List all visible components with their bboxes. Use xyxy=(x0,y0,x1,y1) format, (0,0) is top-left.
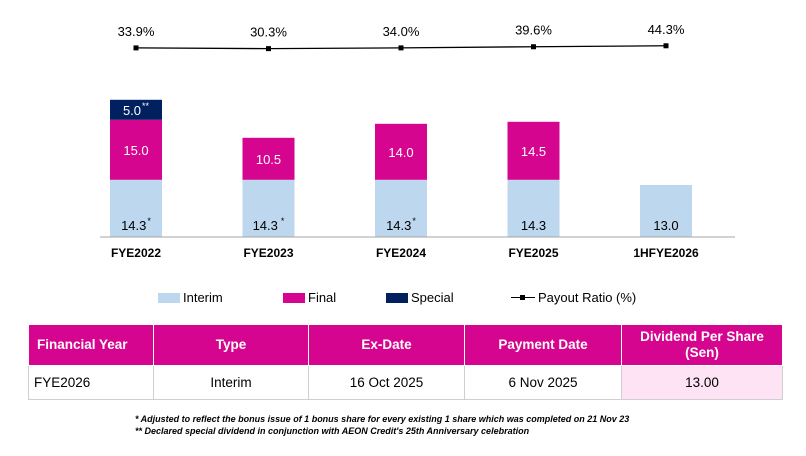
payout-ratio-label-fye2025: 39.6% xyxy=(515,23,552,38)
bar-label-group: 14.3* 15.0 5.0** 14.3 * 10.5 14.3* 14.0 14.3 14.5… xyxy=(121,101,679,233)
bar-interim-fye2023 xyxy=(242,179,295,237)
table-header-row: Financial Year Type Ex-Date Payment Date… xyxy=(28,324,783,366)
bar-interim-1hfye2026 xyxy=(640,185,692,237)
data-label-interim-fye2023: 14.3 * xyxy=(253,216,285,233)
dividend-table: Financial Year Type Ex-Date Payment Date… xyxy=(28,324,783,400)
footnote-bonus-issue: * Adjusted to reflect the bonus issue of… xyxy=(135,414,630,424)
x-tick-fye2023: FYE2023 xyxy=(243,246,293,260)
payout-ratio-label-1hfye2026: 44.3% xyxy=(648,22,685,37)
final-swatch-icon xyxy=(283,292,305,303)
bar-interim-fye2022 xyxy=(110,179,162,237)
bar-final-fye2024 xyxy=(375,123,427,180)
cell-dividend-per-share: 13.00 xyxy=(621,365,783,400)
bar-group xyxy=(110,99,692,237)
legend-label-final: Final xyxy=(308,290,337,305)
payout-ratio-marker-fye2023 xyxy=(266,46,271,52)
data-label-final-fye2023: 10.5 xyxy=(256,152,281,167)
interim-swatch-icon xyxy=(158,292,180,303)
data-label-interim-fye2025: 14.3 xyxy=(521,218,546,233)
payout-ratio-label-fye2023: 30.3% xyxy=(250,25,287,40)
legend-item-payout-ratio: Payout Ratio (%) xyxy=(511,290,636,305)
payout-ratio-line-group: 33.9% 30.3% 34.0% 39.6% 44.3% xyxy=(118,22,685,52)
data-label-interim-fye2024: 14.3* xyxy=(386,216,416,233)
legend-item-special: Special xyxy=(386,290,454,305)
legend: Interim Final Special Payout Ratio (%) xyxy=(0,290,806,308)
x-tick-fye2025: FYE2025 xyxy=(508,246,558,260)
header-financial-year: Financial Year xyxy=(28,324,154,366)
bar-special-fye2022 xyxy=(110,99,162,120)
header-type: Type xyxy=(153,324,309,366)
payout-ratio-marker-fye2022 xyxy=(133,45,139,51)
data-label-interim-1hfye2026: 13.0 xyxy=(653,218,678,233)
data-label-special-fye2022: 5.0** xyxy=(123,101,150,118)
bar-interim-fye2025 xyxy=(507,179,560,237)
footnotes: * Adjusted to reflect the bonus issue of… xyxy=(135,413,629,437)
payout-ratio-marker-fye2025 xyxy=(531,44,536,50)
payout-ratio-marker-1hfye2026 xyxy=(663,43,669,49)
payout-ratio-label-fye2024: 34.0% xyxy=(383,24,420,39)
bar-final-fye2022 xyxy=(110,119,162,180)
cell-ex-date: 16 Oct 2025 xyxy=(308,365,465,400)
footnote-special-dividend: ** Declared special dividend in conjunct… xyxy=(135,426,530,436)
dividend-chart: 14.3* 15.0 5.0** 14.3 * 10.5 14.3* 14.0 14.3 14.5… xyxy=(100,22,735,260)
special-swatch-icon xyxy=(386,292,408,303)
legend-item-final: Final xyxy=(283,290,336,305)
legend-label-special: Special xyxy=(411,290,454,305)
x-tick-fye2022: FYE2022 xyxy=(111,246,161,260)
data-label-interim-fye2022: 14.3* xyxy=(121,216,151,233)
header-dividend-per-share: Dividend Per Share (Sen) xyxy=(621,324,783,366)
payout-ratio-label-fye2022: 33.9% xyxy=(118,24,155,39)
data-label-final-fye2024: 14.0 xyxy=(388,145,413,160)
cell-payment-date: 6 Nov 2025 xyxy=(464,365,622,400)
x-tick-fye2024: FYE2024 xyxy=(376,246,426,260)
cell-type: Interim xyxy=(153,365,309,400)
legend-label-payout-ratio: Payout Ratio (%) xyxy=(538,290,637,305)
cell-financial-year: FYE2026 xyxy=(28,365,154,400)
table-row: FYE2026 Interim 16 Oct 2025 6 Nov 2025 1… xyxy=(28,365,783,400)
legend-item-interim: Interim xyxy=(158,290,223,305)
bar-interim-fye2024 xyxy=(375,179,427,237)
x-tick-1hfye2026: 1HFYE2026 xyxy=(633,246,699,260)
line-marker-icon xyxy=(511,293,535,303)
header-ex-date: Ex-Date xyxy=(308,324,465,366)
x-tick-label-group: FYE2022 FYE2023 FYE2024 FYE2025 1HFYE2026 xyxy=(111,246,699,260)
payout-ratio-marker-fye2024 xyxy=(398,45,404,51)
bar-final-fye2023 xyxy=(242,137,295,180)
bar-final-fye2025 xyxy=(507,121,560,180)
data-label-final-fye2025: 14.5 xyxy=(521,144,546,159)
data-label-final-fye2022: 15.0 xyxy=(123,143,148,158)
legend-label-interim: Interim xyxy=(183,290,223,305)
header-payment-date: Payment Date xyxy=(464,324,622,366)
